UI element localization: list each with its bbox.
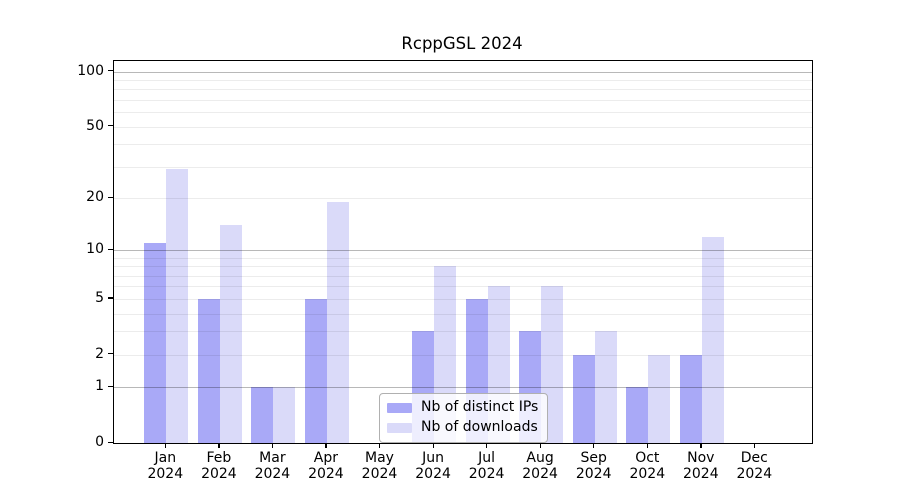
y-tick-100	[108, 70, 113, 72]
legend-swatch-distinct-ips	[387, 402, 412, 413]
gridline-minor-2	[114, 354, 812, 356]
gridline-minor-6	[114, 286, 812, 288]
x-tick-feb	[218, 443, 220, 448]
x-tick-label-mar: Mar 2024	[254, 450, 291, 482]
legend-item-distinct-ips: Nb of distinct IPs	[387, 399, 538, 416]
legend-label-distinct-ips: Nb of distinct IPs	[421, 399, 539, 415]
x-tick-oct	[646, 443, 649, 448]
y-tick-50	[108, 125, 113, 127]
x-tick-dec	[753, 443, 756, 448]
y-tick-1	[108, 385, 113, 387]
gridline-minor-80	[114, 89, 812, 91]
bar-distinct-ips-mar	[251, 387, 274, 443]
x-tick-label-may: May 2024	[361, 450, 398, 482]
bar-distinct-ips-apr	[304, 298, 327, 443]
y-tick-0	[108, 441, 113, 443]
gridline-minor-4	[114, 313, 812, 315]
x-tick-jan	[164, 443, 167, 448]
x-tick-label-sep: Sep 2024	[575, 450, 612, 482]
bar-downloads-feb	[219, 225, 242, 443]
bar-downloads-apr	[326, 201, 349, 443]
gridline-minor-40	[114, 144, 812, 146]
bar-distinct-ips-jan	[144, 243, 167, 443]
gridline-minor-3	[114, 331, 812, 333]
x-tick-label-dec: Dec 2024	[736, 450, 773, 482]
x-tick-label-aug: Aug 2024	[522, 450, 558, 482]
x-tick-aug	[539, 443, 541, 448]
gridline-minor-5	[114, 298, 812, 300]
gridline-minor-8	[114, 266, 812, 268]
gridline-major-100	[114, 71, 812, 73]
x-tick-jun	[432, 443, 434, 448]
gridline-minor-90	[114, 80, 812, 81]
gridline-minor-70	[114, 100, 812, 101]
y-tick-2	[108, 353, 113, 355]
bar-downloads-nov	[701, 236, 724, 443]
legend: Nb of distinct IPs Nb of downloads	[379, 393, 549, 443]
bar-downloads-jan	[166, 169, 189, 443]
y-tick-20	[108, 196, 113, 198]
gridline-minor-7	[114, 275, 812, 277]
gridline-major-1	[114, 387, 812, 389]
x-tick-nov	[700, 443, 702, 448]
legend-label-downloads: Nb of downloads	[421, 419, 538, 435]
gridline-minor-9	[114, 257, 812, 259]
x-tick-label-oct: Oct 2024	[629, 450, 666, 482]
x-tick-label-nov: Nov 2024	[682, 450, 719, 482]
bar-downloads-mar	[273, 387, 296, 443]
x-tick-may	[379, 443, 381, 448]
bar-downloads-sep	[594, 331, 617, 443]
chart-title: RcppGSL 2024	[401, 34, 523, 53]
gridline-minor-30	[114, 166, 812, 168]
x-tick-apr	[325, 443, 327, 448]
y-tick-label-10: 10	[86, 241, 104, 257]
y-tick-label-2: 2	[95, 345, 104, 362]
bar-downloads-oct	[648, 354, 671, 443]
x-tick-label-jan: Jan 2024	[147, 450, 184, 482]
gridline-minor-50	[114, 126, 812, 128]
x-tick-label-feb: Feb 2024	[201, 450, 237, 482]
y-tick-10	[108, 248, 113, 250]
plot-area: Nb of distinct IPs Nb of downloads	[113, 60, 813, 444]
gridline-minor-60	[114, 112, 812, 114]
y-tick-label-1: 1	[95, 378, 104, 395]
gridline-minor-20	[114, 198, 812, 199]
y-tick-5	[108, 297, 113, 299]
x-tick-label-jul: Jul 2024	[468, 450, 505, 482]
bar-distinct-ips-nov	[679, 354, 702, 443]
legend-item-downloads: Nb of downloads	[387, 419, 538, 436]
legend-swatch-downloads	[387, 422, 412, 433]
y-tick-label-50: 50	[86, 117, 104, 134]
bar-distinct-ips-sep	[572, 354, 595, 443]
x-tick-sep	[593, 443, 595, 448]
y-tick-label-20: 20	[86, 189, 104, 205]
bar-distinct-ips-feb	[197, 298, 220, 443]
gridline-major-10	[114, 250, 812, 251]
y-tick-label-100: 100	[77, 62, 104, 79]
bar-distinct-ips-oct	[626, 387, 649, 443]
x-tick-jul	[486, 443, 488, 448]
y-tick-label-5: 5	[95, 289, 104, 306]
y-tick-label-0: 0	[95, 434, 104, 450]
x-tick-mar	[271, 443, 274, 448]
x-tick-label-apr: Apr 2024	[308, 450, 344, 482]
x-tick-label-jun: Jun 2024	[415, 450, 451, 482]
